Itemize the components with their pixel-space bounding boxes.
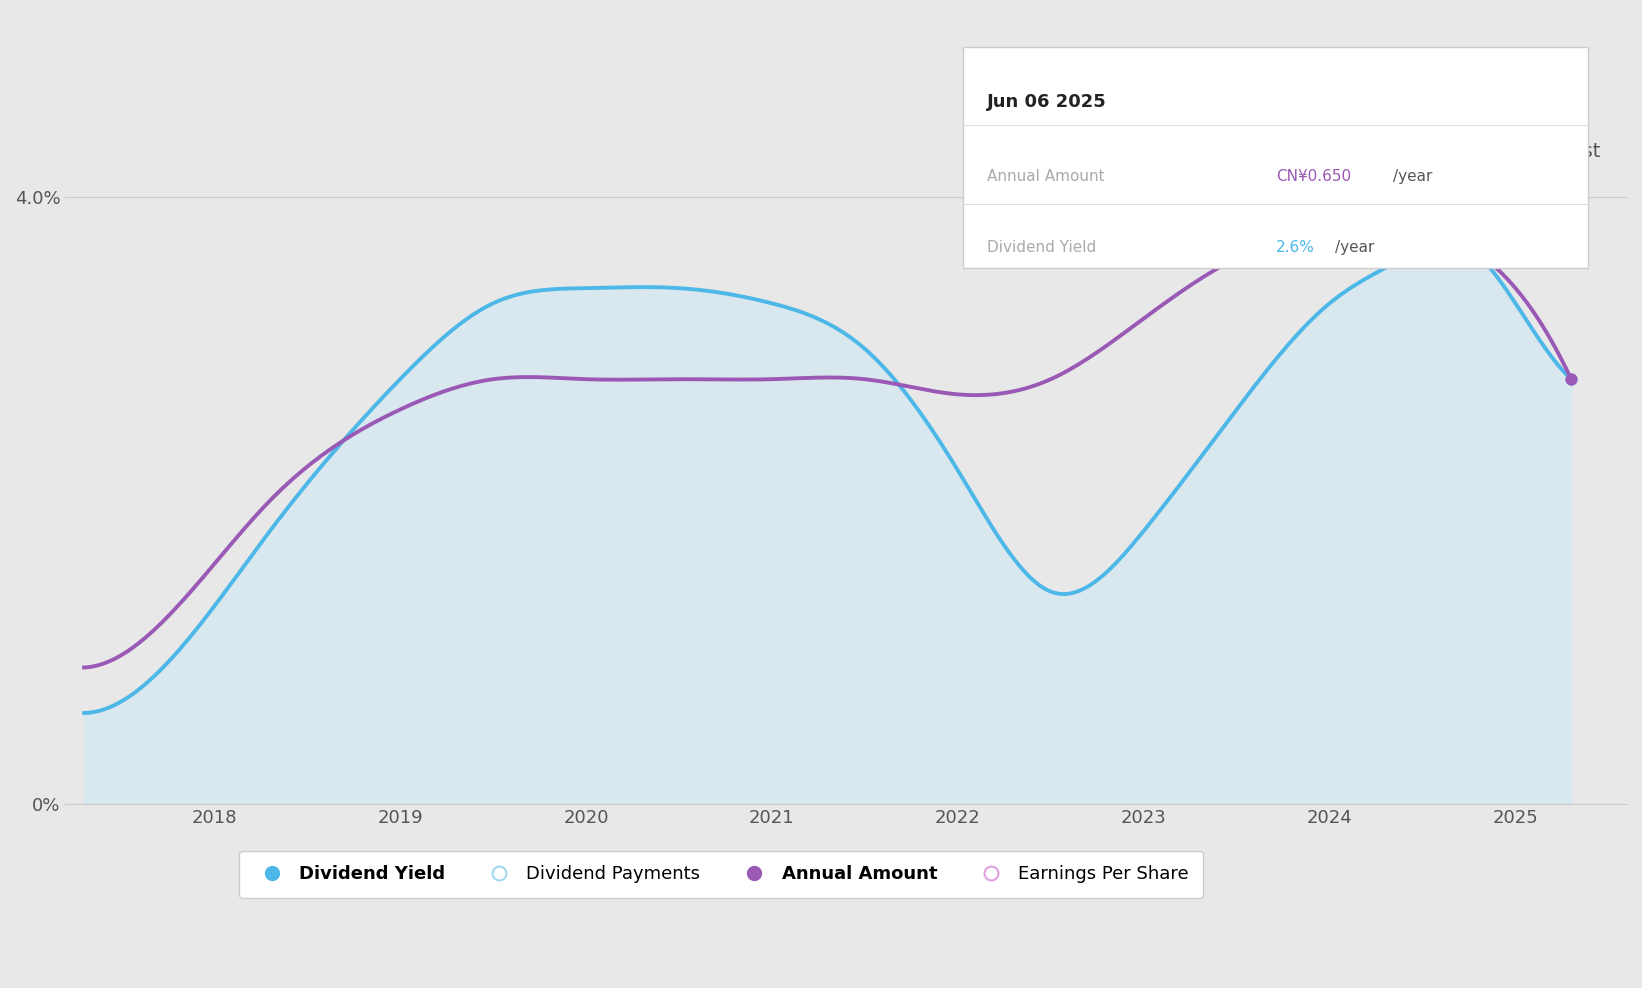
FancyBboxPatch shape (964, 46, 1588, 268)
Text: Annual Amount: Annual Amount (987, 169, 1105, 185)
Text: /year: /year (1392, 169, 1432, 185)
Legend: Dividend Yield, Dividend Payments, Annual Amount, Earnings Per Share: Dividend Yield, Dividend Payments, Annua… (240, 851, 1204, 898)
Point (1558, 371, 1585, 387)
Text: Dividend Yield: Dividend Yield (987, 240, 1095, 255)
Text: Jun 06 2025: Jun 06 2025 (987, 93, 1107, 111)
Text: Past: Past (1560, 142, 1601, 161)
Text: CN¥0.650: CN¥0.650 (1276, 169, 1351, 185)
Text: /year: /year (1335, 240, 1374, 255)
Point (1558, 371, 1585, 387)
Text: 2.6%: 2.6% (1276, 240, 1315, 255)
